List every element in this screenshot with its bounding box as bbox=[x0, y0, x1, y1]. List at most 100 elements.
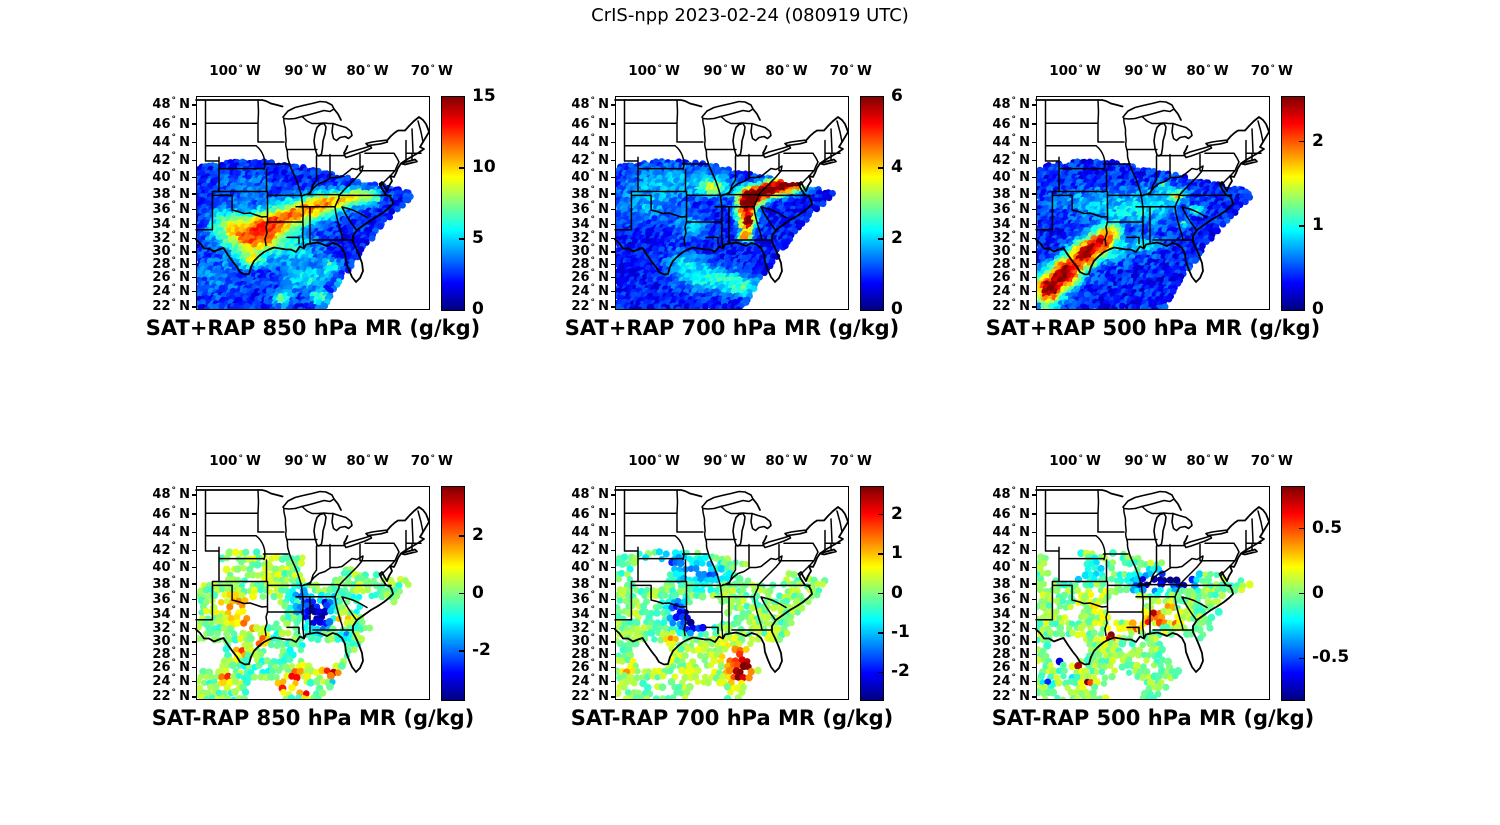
tick-value: 34 bbox=[571, 606, 590, 622]
lat-tick-mark bbox=[611, 251, 615, 253]
degree-symbol: ° bbox=[785, 64, 790, 74]
tick-direction: N bbox=[598, 284, 609, 300]
lat-tick-label: 36 ° N bbox=[557, 200, 609, 217]
tick-value: 28 bbox=[152, 647, 171, 663]
tick-value: 32 bbox=[571, 231, 590, 247]
tick-value: 34 bbox=[992, 216, 1011, 232]
lon-tick-label: 70° W bbox=[397, 453, 467, 469]
degree-symbol: ° bbox=[238, 64, 243, 74]
degree-symbol: ° bbox=[1144, 64, 1149, 74]
lat-tick-label: 26 ° N bbox=[557, 268, 609, 285]
lat-tick-label: 24 ° N bbox=[138, 673, 190, 690]
tick-value: 42 bbox=[152, 542, 171, 558]
lat-tick-mark bbox=[192, 696, 196, 698]
tick-direction: N bbox=[1019, 542, 1030, 558]
lon-tick-label: 80° W bbox=[333, 63, 403, 79]
tick-direction: N bbox=[598, 152, 609, 168]
tick-value: 32 bbox=[992, 231, 1011, 247]
tick-direction: N bbox=[179, 559, 190, 575]
degree-symbol: ° bbox=[1011, 185, 1017, 195]
degree-symbol: ° bbox=[1011, 590, 1017, 601]
tick-direction: N bbox=[179, 186, 190, 202]
tick-direction: N bbox=[1019, 299, 1030, 315]
lat-tick-mark bbox=[611, 531, 615, 534]
lat-tick-label: 28 ° N bbox=[557, 646, 609, 663]
lon-tick-label: 90° W bbox=[690, 63, 760, 79]
panel-title: SAT+RAP 500 hPa MR (g/kg) bbox=[985, 316, 1321, 340]
tick-direction: N bbox=[598, 97, 609, 113]
colorbar-tick-mark bbox=[459, 592, 464, 595]
tick-value: 40 bbox=[152, 169, 171, 185]
tick-value: 80 bbox=[346, 453, 366, 469]
lat-tick-mark bbox=[611, 290, 615, 293]
tick-direction: W bbox=[245, 453, 261, 469]
tick-value: 46 bbox=[152, 116, 171, 132]
degree-symbol: ° bbox=[590, 505, 596, 516]
tick-value: 70 bbox=[1250, 453, 1270, 469]
lat-tick-label: 28 ° N bbox=[978, 256, 1030, 273]
lat-tick-label: 38 ° N bbox=[138, 575, 190, 592]
data-layer bbox=[196, 486, 430, 700]
degree-symbol: ° bbox=[590, 151, 596, 162]
lat-tick-label: 48 ° N bbox=[557, 486, 609, 503]
map-svg bbox=[195, 96, 430, 310]
tick-value: 42 bbox=[571, 542, 590, 558]
lat-tick-mark bbox=[1032, 251, 1036, 253]
lat-tick-label: 22 ° N bbox=[557, 688, 609, 705]
colorbar-tick-label: 0.5 bbox=[1312, 517, 1343, 538]
tick-value: 26 bbox=[571, 659, 590, 675]
lat-tick-label: 44 ° N bbox=[557, 133, 609, 150]
tick-value: 48 bbox=[152, 487, 171, 503]
lat-tick-mark bbox=[611, 696, 615, 698]
tick-value: 100 bbox=[1049, 453, 1078, 469]
state-borders-use bbox=[1035, 489, 1270, 673]
lat-tick-label: 30 ° N bbox=[557, 243, 609, 260]
degree-symbol: ° bbox=[590, 672, 596, 683]
tick-direction: N bbox=[598, 606, 609, 622]
lat-tick-mark bbox=[1032, 566, 1036, 569]
lat-tick-mark bbox=[192, 566, 196, 569]
degree-symbol: ° bbox=[430, 64, 436, 74]
tick-direction: N bbox=[1019, 201, 1030, 217]
lat-tick-mark bbox=[1032, 176, 1036, 179]
colorbar-tick-label: 0 bbox=[1312, 582, 1324, 603]
tick-value: 28 bbox=[152, 257, 171, 273]
lat-tick-label: 38 ° N bbox=[557, 185, 609, 202]
map-svg bbox=[195, 486, 430, 700]
tick-value: 36 bbox=[992, 591, 1011, 607]
lat-tick-label: 34 ° N bbox=[978, 605, 1030, 622]
lat-tick-label: 46 ° N bbox=[138, 115, 190, 132]
tick-direction: N bbox=[598, 116, 609, 132]
colorbar-tick-mark bbox=[878, 592, 883, 595]
figure-title: CrIS-npp 2023-02-24 (080919 UTC) bbox=[591, 5, 909, 26]
lat-tick-mark bbox=[1032, 104, 1036, 106]
panel-title: SAT-RAP 500 hPa MR (g/kg) bbox=[991, 706, 1315, 730]
degree-symbol: ° bbox=[1011, 133, 1017, 144]
tick-direction: W bbox=[1213, 453, 1229, 469]
lat-tick-mark bbox=[192, 159, 196, 162]
tick-value: 28 bbox=[992, 257, 1011, 273]
tick-direction: N bbox=[1019, 284, 1030, 300]
colorbar-tick-label: -2 bbox=[472, 640, 491, 661]
tick-value: 100 bbox=[628, 63, 657, 79]
tick-value: 40 bbox=[571, 169, 590, 185]
degree-symbol: ° bbox=[590, 282, 596, 293]
tick-value: 36 bbox=[571, 591, 590, 607]
degree-symbol: ° bbox=[590, 215, 596, 226]
tick-value: 40 bbox=[152, 559, 171, 575]
degree-symbol: ° bbox=[1011, 505, 1017, 516]
lat-tick-mark bbox=[611, 613, 615, 616]
tick-direction: N bbox=[179, 216, 190, 232]
tick-value: 48 bbox=[992, 97, 1011, 113]
tick-direction: N bbox=[598, 689, 609, 705]
lon-tick-label: 80° W bbox=[333, 453, 403, 469]
lat-tick-label: 40 ° N bbox=[557, 558, 609, 575]
degree-symbol: ° bbox=[590, 632, 596, 643]
tick-direction: N bbox=[1019, 591, 1030, 607]
tick-direction: N bbox=[1019, 606, 1030, 622]
lat-tick-mark bbox=[611, 513, 615, 515]
lat-tick-mark bbox=[611, 566, 615, 569]
map-panel: 100° W 90° W 80° W 70° W 48 ° N 46 ° N 44 ° N 42 ° N 40 ° N 38… bbox=[986, 63, 1324, 340]
tick-direction: W bbox=[792, 63, 808, 79]
